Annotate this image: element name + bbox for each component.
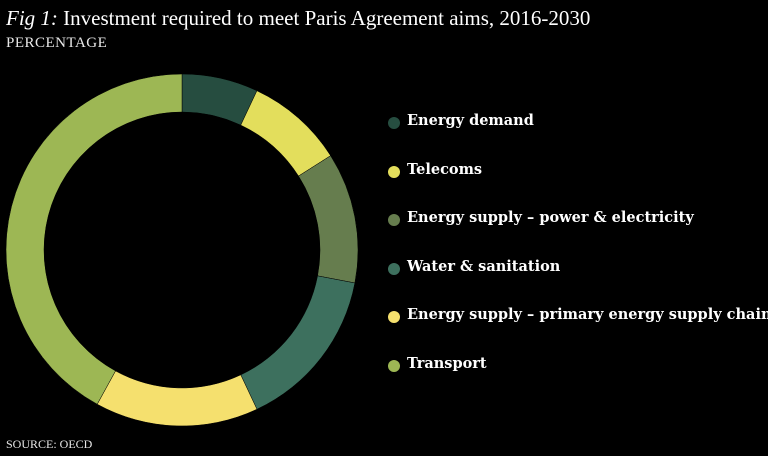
chart-title-prefix: Fig 1:	[6, 6, 58, 30]
donut-slice-water-sanitation	[240, 275, 356, 410]
legend-label: Energy demand	[407, 112, 534, 129]
donut-slice-energy-supply-power-electricity	[298, 155, 359, 284]
legend-label: Energy supply – primary energy supply ch…	[407, 306, 768, 323]
legend-item: Energy demand	[388, 112, 766, 161]
chart-title-text: Investment required to meet Paris Agreem…	[57, 6, 591, 30]
legend-item: Energy supply – power & electricity	[388, 209, 766, 258]
donut-slice-energy-supply-primary-energy-supply-chain	[96, 370, 258, 427]
source-note: SOURCE: OECD	[6, 437, 93, 451]
donut-slice-transport	[5, 73, 183, 405]
legend-item: Transport	[388, 355, 766, 404]
donut-slice-telecoms	[240, 90, 331, 177]
legend-item: Water & sanitation	[388, 258, 766, 307]
chart-subtitle: PERCENTAGE	[6, 35, 108, 51]
chart-legend: Energy demand Telecoms Energy supply – pow…	[388, 112, 768, 404]
legend-swatch	[388, 359, 400, 372]
legend-label: Telecoms	[407, 160, 483, 178]
legend-swatch	[388, 165, 400, 178]
legend-swatch	[388, 311, 400, 323]
legend-item: Telecoms	[388, 161, 766, 210]
donut-chart	[5, 73, 359, 427]
legend-label: Transport	[407, 354, 487, 372]
legend-label: Energy supply – power & electricity	[407, 209, 694, 226]
legend-swatch	[388, 117, 400, 129]
legend-label: Water & sanitation	[407, 257, 561, 275]
chart-title: Fig 1: Investment required to meet Paris…	[6, 4, 590, 32]
legend-swatch	[388, 262, 400, 275]
legend-item: Energy supply – primary energy supply ch…	[388, 306, 768, 355]
legend-swatch	[388, 214, 400, 226]
